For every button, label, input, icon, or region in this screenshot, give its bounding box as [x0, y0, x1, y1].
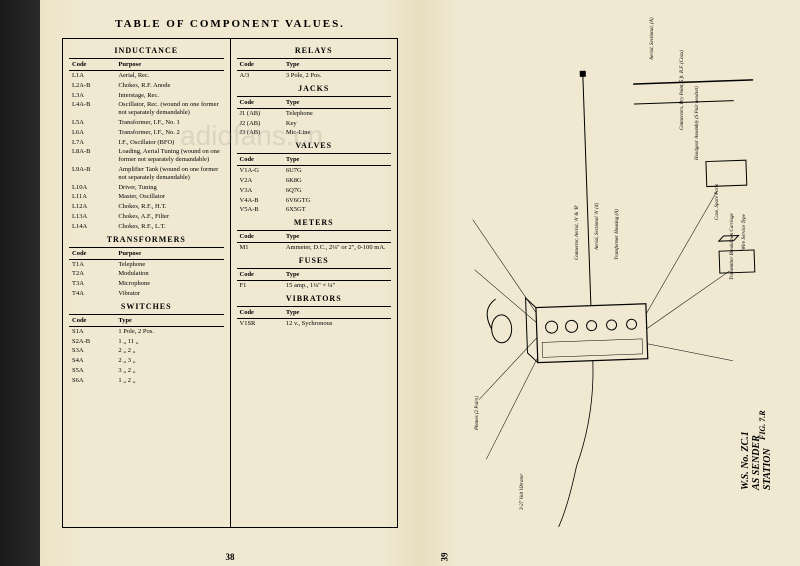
table-row: J1 (AB)Telephone — [237, 108, 392, 118]
col-header: Code — [237, 231, 283, 243]
col-header: Type — [283, 231, 391, 243]
table-row: S1A1 Pole, 2 Pos. — [69, 326, 224, 336]
inductance-table: CodePurpose L1AAerial, Rec. L2A-BChokes,… — [69, 58, 224, 232]
col-header: Code — [237, 154, 283, 166]
table-row: V5A-B6X5GT — [237, 205, 392, 215]
table-row: L1AAerial, Rec. — [69, 71, 224, 81]
diagram-label: Aerial, Sectional 'A' (4) — [595, 203, 600, 250]
table-row: V2A6K8G — [237, 176, 392, 186]
table-row: T3AMicrophone — [69, 279, 224, 289]
table-row: S4A2 „ 3 „ — [69, 356, 224, 366]
table-row: L10ADriver, Tuning — [69, 183, 224, 193]
table-row: S2A-B1 „ 11 „ — [69, 337, 224, 347]
table-row: L7AI.F., Oscillator (BFO) — [69, 138, 224, 148]
diagram-subtitle: FIG. 7.R — [758, 410, 767, 440]
table-row: L8A-BLoading, Aerial Tuning (wound on on… — [69, 147, 224, 165]
col-header: Code — [237, 268, 283, 280]
diagram-label: Transmitter Breakdown Carriage — [730, 213, 735, 280]
diagram-label: Wire Service Type — [742, 214, 747, 250]
table-row: V3A6Q7G — [237, 186, 392, 196]
table-row: L11AMaster, Oscillator — [69, 192, 224, 202]
schematic-diagram — [440, 15, 780, 545]
right-page: W.S. No. ZC.1 AS SENDER STATION FIG. 7.R… — [420, 0, 800, 566]
table-row: T1ATelephone — [69, 259, 224, 269]
col-header: Code — [69, 314, 115, 326]
table-row: V1SR12 v., Sychronous — [237, 318, 392, 328]
col-header: Type — [283, 306, 391, 318]
table-row: L5ATransformer, I.F., No. 1 — [69, 118, 224, 128]
valves-heading: VALVES — [237, 138, 392, 153]
diagram-label: Headgear Assembly (S Pair headset) — [695, 86, 700, 160]
switches-heading: SWITCHES — [69, 299, 224, 314]
table-row: L2A-BChokes, R.F. Anode — [69, 81, 224, 91]
transformers-table: CodePurpose T1ATelephone T2AModulation T… — [69, 247, 224, 299]
diagram-label: Connectors, Dry Point, 5 ft. R.F. (Coax) — [680, 50, 685, 130]
col-header: Code — [237, 96, 283, 108]
diagram-title: W.S. No. ZC.1 AS SENDER STATION — [740, 430, 773, 490]
col-header: Type — [115, 314, 223, 326]
col-header: Code — [237, 306, 283, 318]
col-header: Type — [283, 96, 391, 108]
left-page: TABLE OF COMPONENT VALUES. adiofans.cn I… — [40, 0, 420, 566]
transformers-heading: TRANSFORMERS — [69, 232, 224, 247]
jacks-heading: JACKS — [237, 81, 392, 96]
fuses-heading: FUSES — [237, 253, 392, 268]
switches-table: CodeType S1A1 Pole, 2 Pos. S2A-B1 „ 11 „… — [69, 314, 224, 386]
col-header: Purpose — [115, 247, 223, 259]
col-header: Type — [283, 154, 391, 166]
table-row: L9A-BAmplifier Tank (wound on one former… — [69, 165, 224, 183]
table-row: L4A-BOscillator, Rec. (wound on one form… — [69, 100, 224, 118]
relays-heading: RELAYS — [237, 43, 392, 58]
diagram-label: Phones (2 Pairs) — [475, 396, 480, 430]
col-header: Type — [283, 268, 391, 280]
table-row: S3A2 „ 2 „ — [69, 346, 224, 356]
page-title: TABLE OF COMPONENT VALUES. — [62, 18, 398, 30]
table-row: S5A3 „ 2 „ — [69, 366, 224, 376]
jacks-table: CodeType J1 (AB)Telephone J2 (AB)Key J3 … — [237, 96, 392, 138]
table-right-column: RELAYS CodeType A/33 Pole, 2 Pos. JACKS … — [231, 39, 398, 527]
table-row: V1A-G6U7G — [237, 166, 392, 176]
table-row: J3 (AB)Mic-Line — [237, 128, 392, 138]
table-row: F115 amp., 1¼" × ¼" — [237, 280, 392, 290]
table-left-column: INDUCTANCE CodePurpose L1AAerial, Rec. L… — [63, 39, 231, 527]
vibrators-heading: VIBRATORS — [237, 291, 392, 306]
col-header: Code — [69, 247, 115, 259]
diagram-label: Case, Spare Parts — [715, 184, 720, 220]
diagram-label: 3-27 Volt Vibrator — [520, 474, 525, 510]
relays-table: CodeType A/33 Pole, 2 Pos. — [237, 58, 392, 81]
component-table-box: INDUCTANCE CodePurpose L1AAerial, Rec. L… — [62, 38, 398, 528]
table-row: T2AModulation — [69, 269, 224, 279]
valves-table: CodeType V1A-G6U7G V2A6K8G V3A6Q7G V4A-B… — [237, 153, 392, 215]
inductance-heading: INDUCTANCE — [69, 43, 224, 58]
vibrators-table: CodeType V1SR12 v., Sychronous — [237, 306, 392, 329]
col-header: Purpose — [115, 59, 223, 71]
diagram-label: Transformer Housing (A) — [615, 209, 620, 260]
meters-heading: METERS — [237, 215, 392, 230]
diagram-label: Aerial, Sectional, (A) — [650, 18, 655, 61]
meters-table: CodeType M1Ammeter, D.C., 2¼" or 2", 0-1… — [237, 230, 392, 253]
col-header: Code — [237, 59, 283, 71]
table-row: S6A1 „ 2 „ — [69, 376, 224, 386]
fuses-table: CodeType F115 amp., 1¼" × ¼" — [237, 268, 392, 291]
table-row: J2 (AB)Key — [237, 119, 392, 129]
table-row: L3AInterstage, Rec. — [69, 91, 224, 101]
table-row: A/33 Pole, 2 Pos. — [237, 71, 392, 81]
table-row: L12AChokes, R.F., H.T. — [69, 202, 224, 212]
table-row: M1Ammeter, D.C., 2¼" or 2", 0-100 mA. — [237, 243, 392, 253]
table-row: L13AChokes, A.F., Filter — [69, 212, 224, 222]
col-header: Type — [283, 59, 391, 71]
table-row: L6ATransformer, I.F., No. 2 — [69, 128, 224, 138]
page-number-left: 38 — [226, 552, 235, 562]
table-row: L14AChokes, R.F., L.T. — [69, 222, 224, 232]
col-header: Code — [69, 59, 115, 71]
diagram-label: Connector, Aerial, 'A' & 'B' — [575, 205, 580, 260]
page-number-right: 39 — [440, 553, 450, 562]
book-spine — [0, 0, 40, 566]
table-row: V4A-B6V6GTG — [237, 196, 392, 206]
table-row: T4AVibrator — [69, 289, 224, 299]
